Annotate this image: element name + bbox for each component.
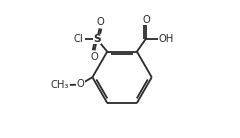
Text: O: O: [142, 15, 150, 25]
Text: O: O: [77, 79, 84, 89]
Text: Cl: Cl: [74, 34, 84, 44]
Text: OH: OH: [159, 34, 174, 44]
Text: S: S: [93, 34, 101, 44]
Text: O: O: [90, 52, 98, 62]
Text: O: O: [96, 17, 104, 27]
Text: CH₃: CH₃: [50, 80, 68, 90]
